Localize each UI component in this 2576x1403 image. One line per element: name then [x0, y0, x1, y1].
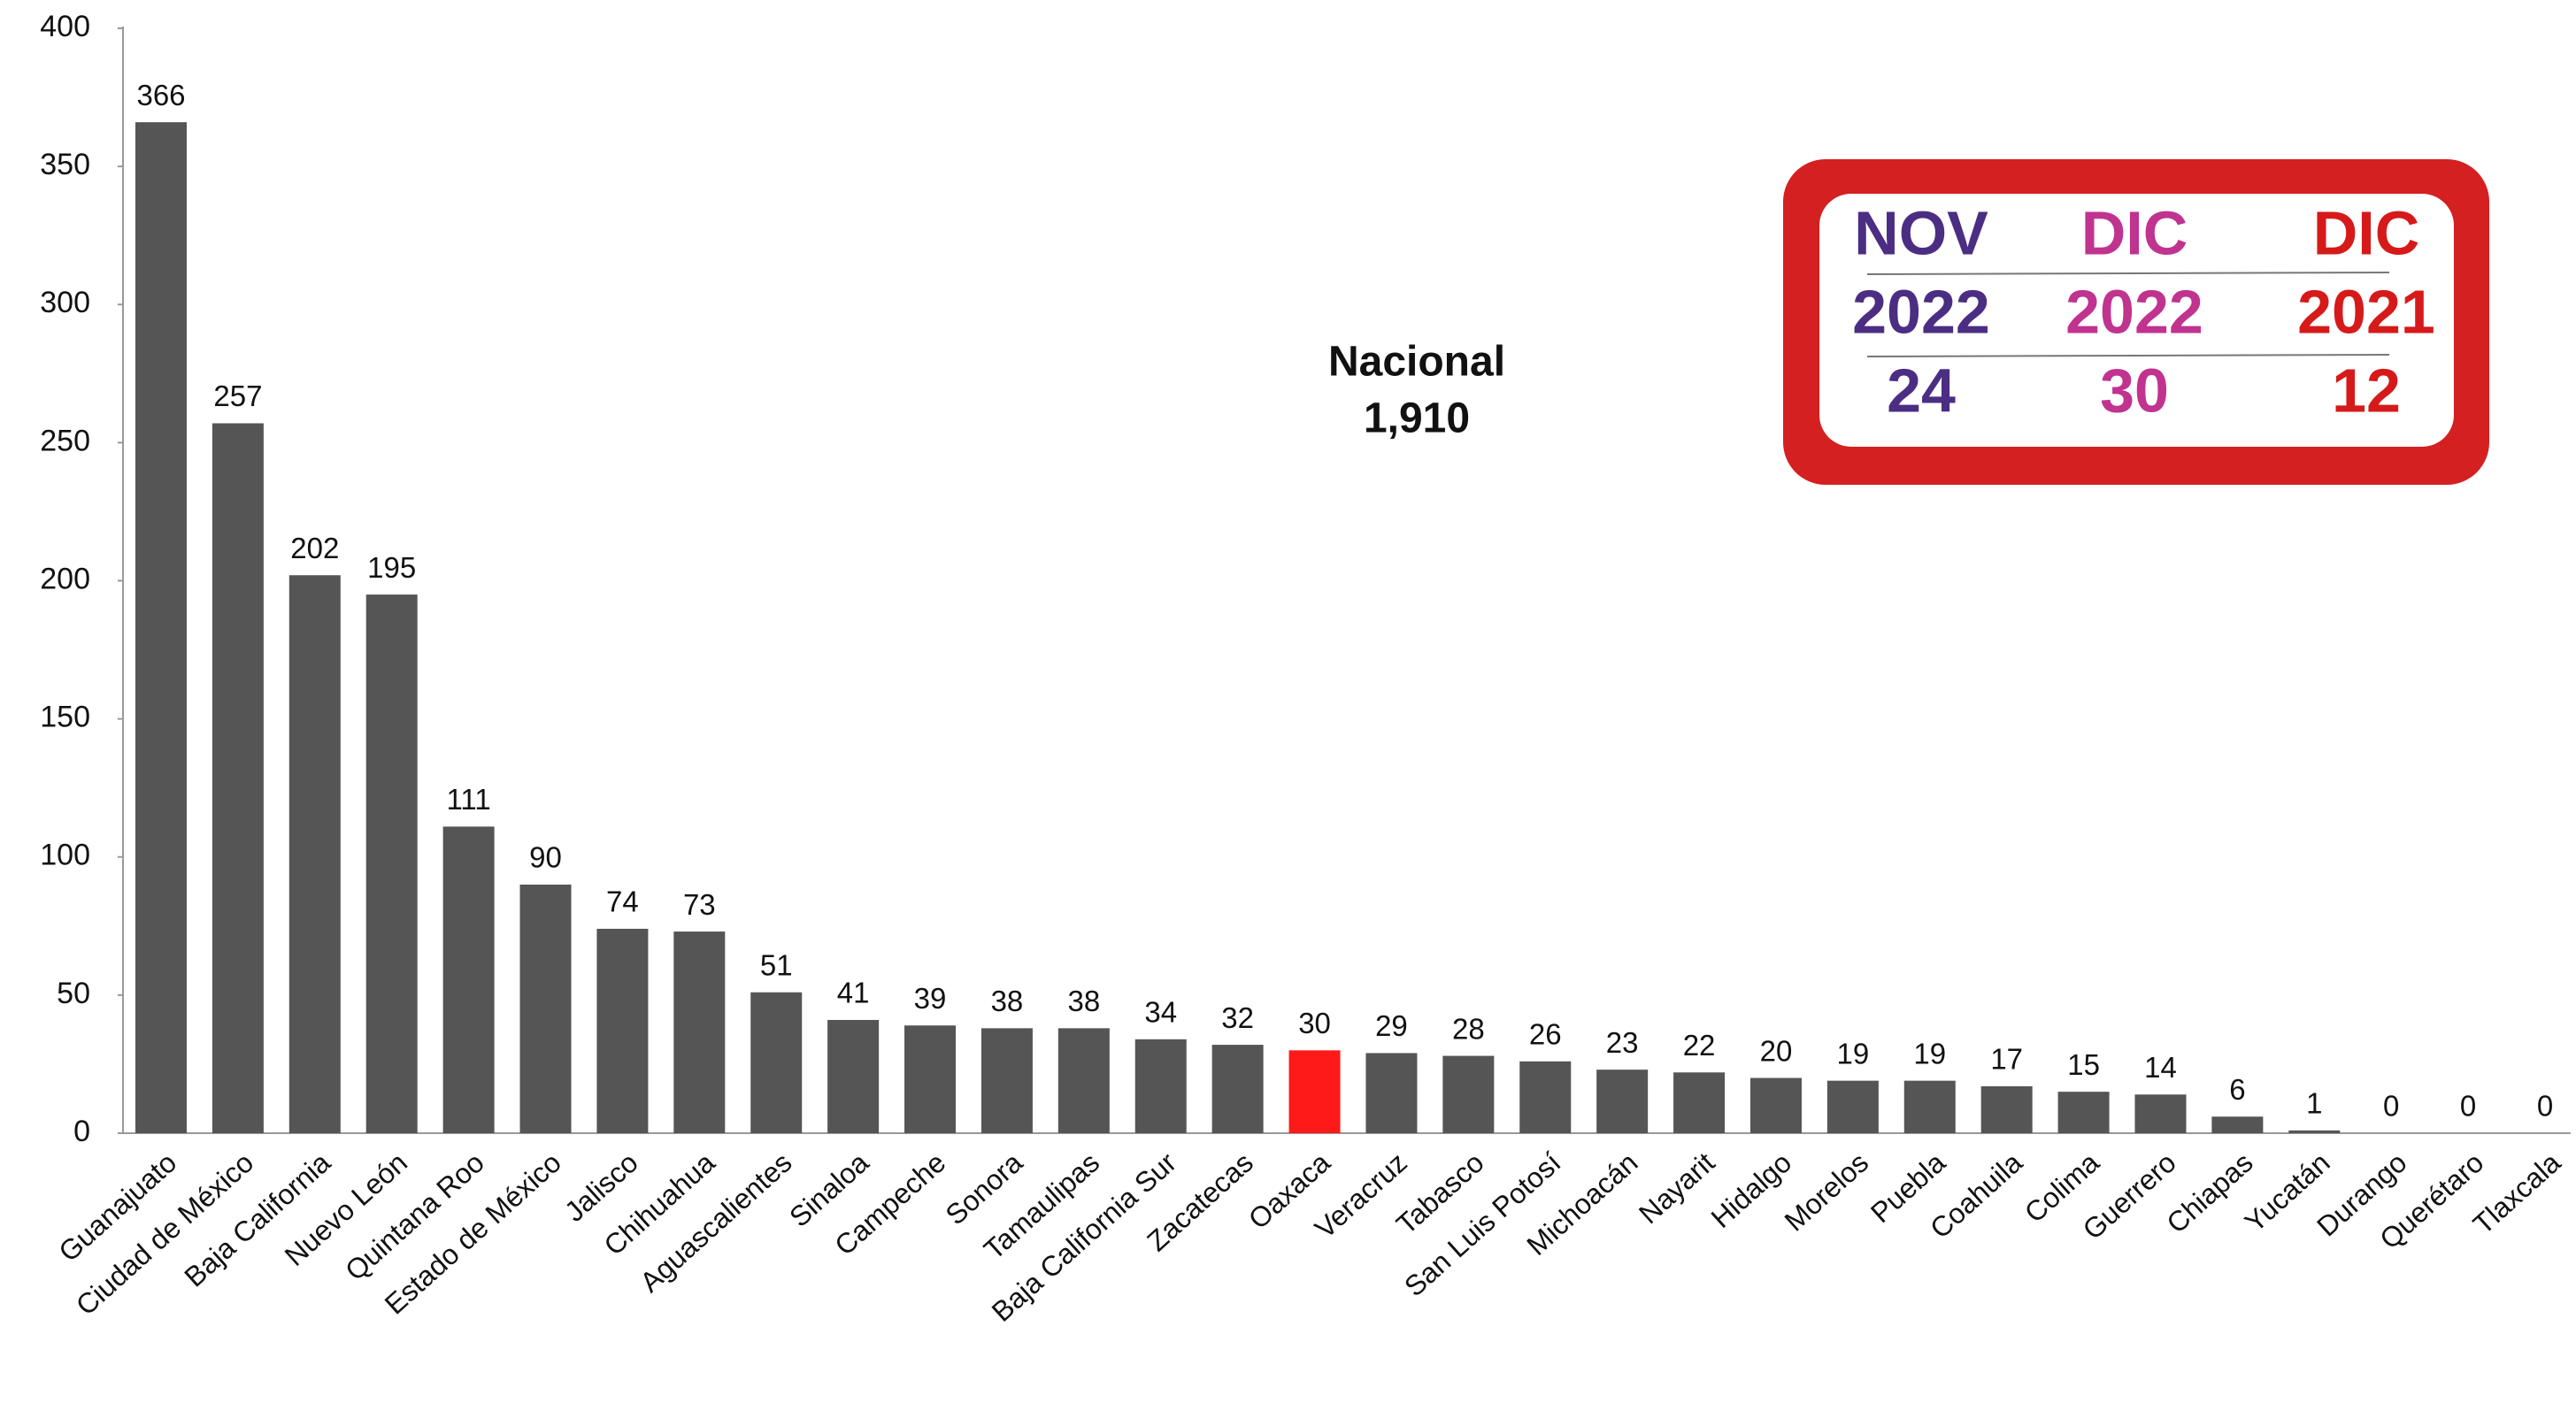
bar — [1673, 1072, 1726, 1133]
bar — [2211, 1116, 2264, 1133]
bar — [1749, 1077, 1802, 1133]
bar — [2057, 1092, 2110, 1133]
inset-value: 12 — [2332, 356, 2401, 425]
inset-value: 30 — [2100, 356, 2169, 425]
bar — [442, 826, 495, 1133]
value-label: 73 — [683, 888, 716, 921]
inset: NOV 2022 24 DIC 2022 30 DIC 2021 12 — [1852, 198, 2435, 425]
value-label: 366 — [136, 79, 185, 111]
bar — [211, 423, 264, 1134]
bar — [1134, 1039, 1187, 1133]
value-label: 111 — [447, 783, 491, 816]
bar — [288, 575, 341, 1133]
value-label: 22 — [1683, 1029, 1716, 1062]
inset-value: 24 — [1887, 356, 1956, 425]
inset-month: DIC — [2313, 198, 2420, 267]
value-label: 32 — [1221, 1001, 1254, 1034]
value-label: 0 — [2460, 1090, 2476, 1123]
bar — [1365, 1053, 1418, 1133]
value-label: 0 — [2383, 1090, 2399, 1123]
annotation: Nacional — [1328, 339, 1505, 386]
bar — [1211, 1045, 1264, 1133]
bar — [1057, 1028, 1110, 1133]
bar — [750, 992, 803, 1133]
value-label: 257 — [213, 380, 262, 412]
value-label: 19 — [1837, 1037, 1870, 1070]
inset-year: 2022 — [1852, 277, 1990, 346]
inset-month: NOV — [1854, 198, 1988, 267]
value-label: 74 — [606, 886, 639, 918]
value-label: 20 — [1760, 1034, 1793, 1067]
x-tick-label: Nayarit — [1633, 1146, 1720, 1230]
bar — [2288, 1130, 2341, 1133]
value-label: 30 — [1298, 1007, 1331, 1039]
value-label: 28 — [1452, 1012, 1485, 1045]
inset-year: 2022 — [2065, 277, 2203, 346]
value-label: 6 — [2229, 1073, 2245, 1106]
bar — [1596, 1070, 1649, 1133]
y-tick-label: 150 — [40, 701, 90, 734]
y-tick-label: 400 — [40, 10, 90, 43]
x-tick-label: Chiapas — [2160, 1146, 2258, 1239]
y-tick-label: 0 — [73, 1115, 90, 1148]
inset-year: 2021 — [2297, 277, 2435, 346]
bar — [135, 122, 187, 1133]
bar — [519, 884, 572, 1133]
bar — [1903, 1080, 1956, 1133]
value-label: 41 — [837, 977, 870, 1009]
value-label: 17 — [1990, 1043, 2023, 1076]
value-label: 19 — [1913, 1037, 1946, 1070]
value-label: 51 — [760, 948, 793, 981]
value-label: 14 — [2144, 1051, 2177, 1084]
value-label: 15 — [2067, 1048, 2100, 1081]
bar — [1980, 1085, 2033, 1133]
bar — [1288, 1050, 1341, 1133]
inset-month: DIC — [2081, 198, 2188, 267]
y-tick-label: 350 — [40, 148, 90, 181]
bar — [904, 1025, 957, 1133]
x-tick-label: Morelos — [1779, 1146, 1875, 1238]
bar — [980, 1028, 1033, 1133]
value-label: 26 — [1529, 1018, 1562, 1051]
value-label: 202 — [290, 532, 339, 564]
value-label: 38 — [991, 985, 1024, 1017]
value-label: 90 — [529, 841, 562, 874]
bar — [365, 594, 418, 1133]
bar — [673, 932, 726, 1133]
value-label: 23 — [1606, 1026, 1639, 1059]
bar — [2134, 1094, 2187, 1133]
bar — [1826, 1080, 1879, 1133]
y-tick-label: 250 — [40, 424, 90, 457]
x-tick-label: Hidalgo — [1705, 1146, 1798, 1234]
value-label: 34 — [1144, 996, 1177, 1029]
inset-rule — [1866, 272, 2390, 275]
value-label: 1 — [2306, 1087, 2322, 1120]
bar — [596, 928, 649, 1133]
bar — [827, 1019, 880, 1133]
inset-rule — [1866, 354, 2390, 357]
y-tick-label: 200 — [40, 562, 90, 595]
x-tick-label: Tlaxcala — [2467, 1146, 2567, 1241]
bar — [1442, 1055, 1495, 1133]
value-label: 195 — [367, 551, 416, 584]
bar — [1519, 1061, 1572, 1133]
value-label: 39 — [914, 982, 947, 1015]
value-label: 38 — [1067, 985, 1100, 1017]
y-tick-label: 100 — [40, 839, 90, 872]
annotation: 1,910 — [1364, 395, 1470, 442]
y-tick-label: 50 — [57, 977, 90, 1010]
inset-panel — [1819, 194, 2454, 447]
value-label: 0 — [2537, 1090, 2553, 1123]
value-label: 29 — [1375, 1009, 1408, 1042]
y-tick-label: 300 — [40, 286, 90, 319]
